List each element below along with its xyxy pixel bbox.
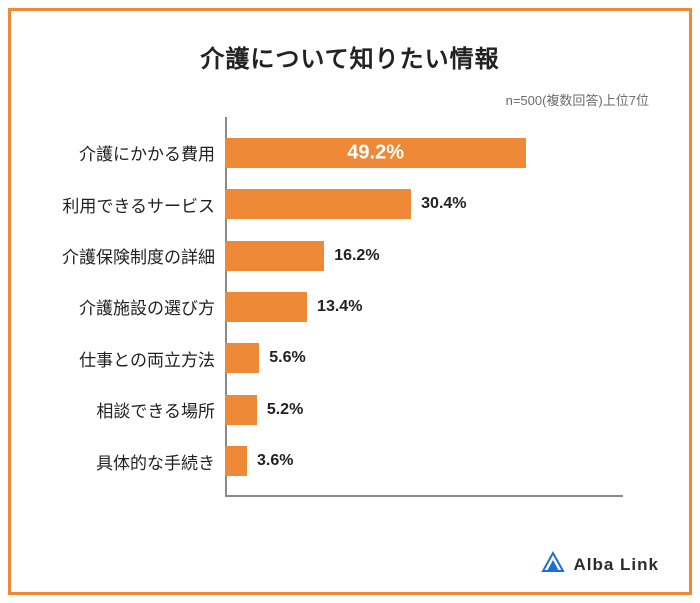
- bar: [225, 241, 324, 271]
- value-label: 5.6%: [269, 349, 305, 367]
- bar-row: 相談できる場所 5.2%: [47, 393, 623, 427]
- bar-track: 5.6%: [225, 343, 623, 373]
- bar-track: 3.6%: [225, 446, 623, 476]
- bar: [225, 395, 257, 425]
- bar-track: 13.4%: [225, 292, 623, 322]
- value-label: 30.4%: [421, 195, 466, 213]
- value-label: 13.4%: [317, 298, 362, 316]
- bar-row: 介護保険制度の詳細 16.2%: [47, 239, 623, 273]
- bar-track: 16.2%: [225, 241, 623, 271]
- bar-chart: 介護にかかる費用 49.2% 利用できるサービス 30.4% 介護保険制度の詳細 16.2…: [47, 117, 653, 517]
- category-label: 利用できるサービス: [47, 192, 225, 217]
- chart-frame: 介護について知りたい情報 n=500(複数回答)上位7位 介護にかかる費用 49.…: [8, 8, 692, 595]
- bar: [225, 343, 259, 373]
- value-label: 49.2%: [347, 141, 404, 164]
- bar-row: 介護施設の選び方 13.4%: [47, 290, 623, 324]
- x-axis: [225, 495, 623, 497]
- logo-text: Alba Link: [573, 555, 659, 575]
- bar-track: 49.2%: [225, 138, 623, 168]
- bar: [225, 189, 411, 219]
- chart-title: 介護について知りたい情報: [47, 39, 653, 74]
- bar: [225, 292, 307, 322]
- logo-icon: [541, 551, 565, 578]
- bar-row: 具体的な手続き 3.6%: [47, 444, 623, 478]
- bar-row: 仕事との両立方法 5.6%: [47, 341, 623, 375]
- value-label: 16.2%: [334, 247, 379, 265]
- value-label: 3.6%: [257, 452, 293, 470]
- category-label: 介護施設の選び方: [47, 294, 225, 319]
- category-label: 仕事との両立方法: [47, 346, 225, 371]
- category-label: 相談できる場所: [47, 397, 225, 422]
- bar-track: 30.4%: [225, 189, 623, 219]
- brand-logo: Alba Link: [541, 551, 659, 578]
- category-label: 介護にかかる費用: [47, 140, 225, 165]
- bar: [225, 446, 247, 476]
- value-label: 5.2%: [267, 401, 303, 419]
- bar-row: 介護にかかる費用 49.2%: [47, 136, 623, 170]
- bar-track: 5.2%: [225, 395, 623, 425]
- bar-row: 利用できるサービス 30.4%: [47, 187, 623, 221]
- category-label: 具体的な手続き: [47, 449, 225, 474]
- category-label: 介護保険制度の詳細: [47, 243, 225, 268]
- chart-subtitle: n=500(複数回答)上位7位: [47, 90, 653, 109]
- bar-rows: 介護にかかる費用 49.2% 利用できるサービス 30.4% 介護保険制度の詳細 16.2…: [47, 127, 623, 487]
